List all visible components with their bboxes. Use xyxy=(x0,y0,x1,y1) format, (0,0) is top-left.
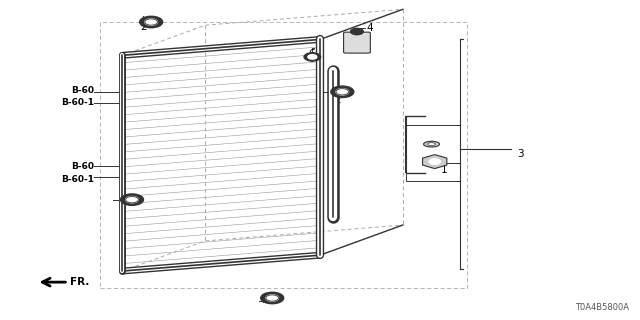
Text: B-60: B-60 xyxy=(71,86,94,95)
Text: 3: 3 xyxy=(518,149,524,159)
Text: B-60-1: B-60-1 xyxy=(61,174,94,184)
Circle shape xyxy=(266,295,278,301)
Ellipse shape xyxy=(428,143,435,146)
FancyBboxPatch shape xyxy=(344,32,371,53)
Bar xyxy=(100,22,467,288)
Text: 6: 6 xyxy=(308,49,315,59)
Circle shape xyxy=(336,89,349,95)
Text: 2: 2 xyxy=(140,22,147,32)
Text: 2: 2 xyxy=(334,95,340,105)
Polygon shape xyxy=(422,155,447,169)
Text: B-60: B-60 xyxy=(71,162,94,171)
Circle shape xyxy=(308,55,317,59)
Circle shape xyxy=(145,19,157,25)
Circle shape xyxy=(331,86,354,98)
Circle shape xyxy=(304,53,321,61)
Text: 5: 5 xyxy=(261,295,268,305)
Circle shape xyxy=(351,28,364,35)
Text: 1: 1 xyxy=(441,164,448,174)
Text: FR.: FR. xyxy=(70,277,90,287)
Text: B-60-1: B-60-1 xyxy=(61,99,94,108)
Circle shape xyxy=(120,194,143,205)
Circle shape xyxy=(140,16,163,28)
Circle shape xyxy=(260,292,284,304)
Ellipse shape xyxy=(424,141,440,147)
Circle shape xyxy=(429,159,440,164)
Text: T0A4B5800A: T0A4B5800A xyxy=(575,303,629,312)
Circle shape xyxy=(125,196,138,203)
Text: 4: 4 xyxy=(366,23,373,33)
Text: 5: 5 xyxy=(122,196,129,206)
